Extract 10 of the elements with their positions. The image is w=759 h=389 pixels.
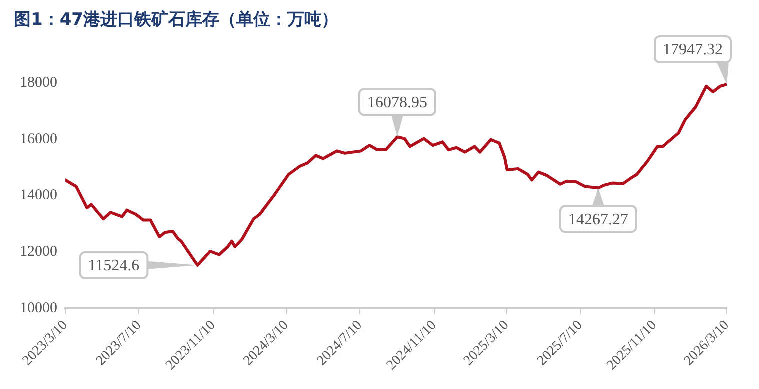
y-tick-label: 12000 — [20, 244, 58, 260]
y-tick-label: 10000 — [20, 300, 58, 316]
y-tick-label: 16000 — [20, 131, 58, 148]
annotation: 14267.27 — [568, 211, 628, 228]
annotation: 17947.32 — [663, 42, 723, 59]
y-tick-label: 18000 — [20, 74, 58, 91]
annotation: 11524.6 — [88, 258, 140, 275]
annotation: 16078.95 — [367, 94, 428, 112]
chart-title: 图1：47港进口铁矿石库存（单位：万吨） — [14, 9, 340, 31]
y-tick-label: 14000 — [20, 188, 58, 204]
